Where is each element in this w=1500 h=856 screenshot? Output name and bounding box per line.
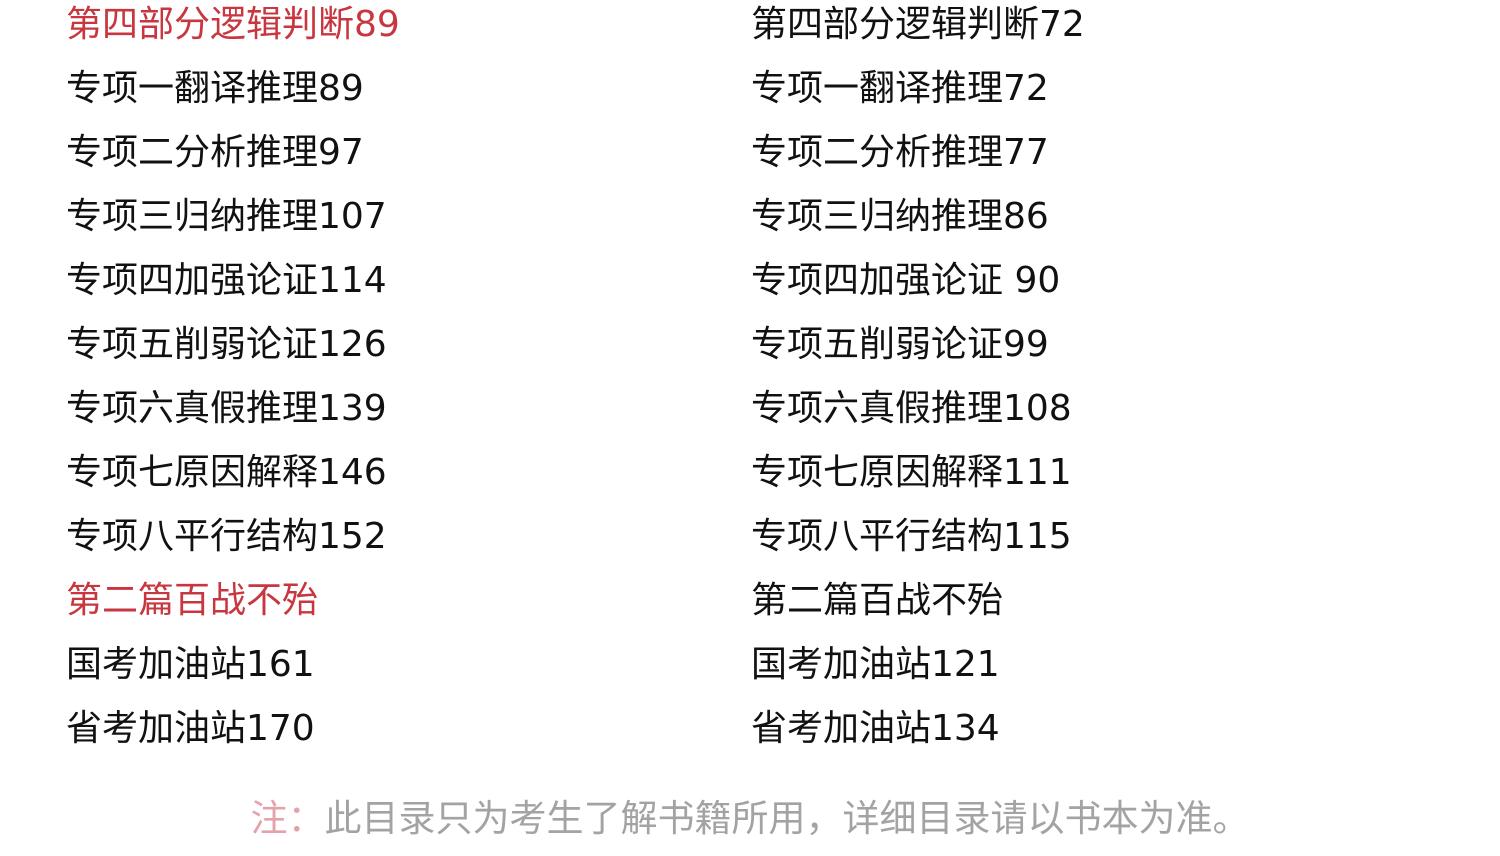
right-toc-column: 第四部分逻辑判断72 专项一翻译推理72 专项二分析推理77 专项三归纳推理86 专项四… (751, 0, 1085, 768)
left-toc-column: 第四部分逻辑判断89 专项一翻译推理89 专项二分析推理97 专项三归纳推理107 专项… (66, 0, 400, 768)
toc-entry: 专项四加强论证114 (66, 260, 387, 301)
toc-entry: 专项七原因解释111 (751, 452, 1072, 493)
toc-section-heading: 第二篇百战不殆 (66, 580, 319, 621)
toc-entry: 专项五削弱论证126 (66, 324, 387, 365)
toc-entry: 国考加油站161 (66, 644, 315, 685)
toc-entry: 省考加油站170 (66, 708, 315, 749)
toc-section-heading: 第四部分逻辑判断89 (66, 4, 400, 45)
toc-entry: 专项六真假推理108 (751, 388, 1072, 429)
toc-entry: 国考加油站121 (751, 644, 1000, 685)
toc-entry: 专项三归纳推理107 (66, 196, 387, 237)
toc-entry: 专项二分析推理97 (66, 132, 364, 173)
toc-entry: 专项一翻译推理89 (66, 68, 364, 109)
toc-entry: 专项二分析推理77 (751, 132, 1049, 173)
toc-section-heading: 第四部分逻辑判断72 (751, 4, 1085, 45)
toc-entry: 专项五削弱论证99 (751, 324, 1049, 365)
note-label: 注： (250, 797, 325, 840)
toc-entry: 专项四加强论证 90 (751, 260, 1061, 301)
toc-entry: 专项七原因解释146 (66, 452, 387, 493)
toc-entry: 专项三归纳推理86 (751, 196, 1049, 237)
toc-entry: 专项八平行结构115 (751, 516, 1072, 557)
note-text: 此目录只为考生了解书籍所用，详细目录请以书本为准。 (324, 797, 1250, 840)
footer-note: 注：此目录只为考生了解书籍所用，详细目录请以书本为准。 (0, 788, 1500, 842)
toc-entry: 省考加油站134 (751, 708, 1000, 749)
toc-entry: 专项一翻译推理72 (751, 68, 1049, 109)
toc-section-heading: 第二篇百战不殆 (751, 580, 1004, 621)
toc-entry: 专项六真假推理139 (66, 388, 387, 429)
toc-entry: 专项八平行结构152 (66, 516, 387, 557)
